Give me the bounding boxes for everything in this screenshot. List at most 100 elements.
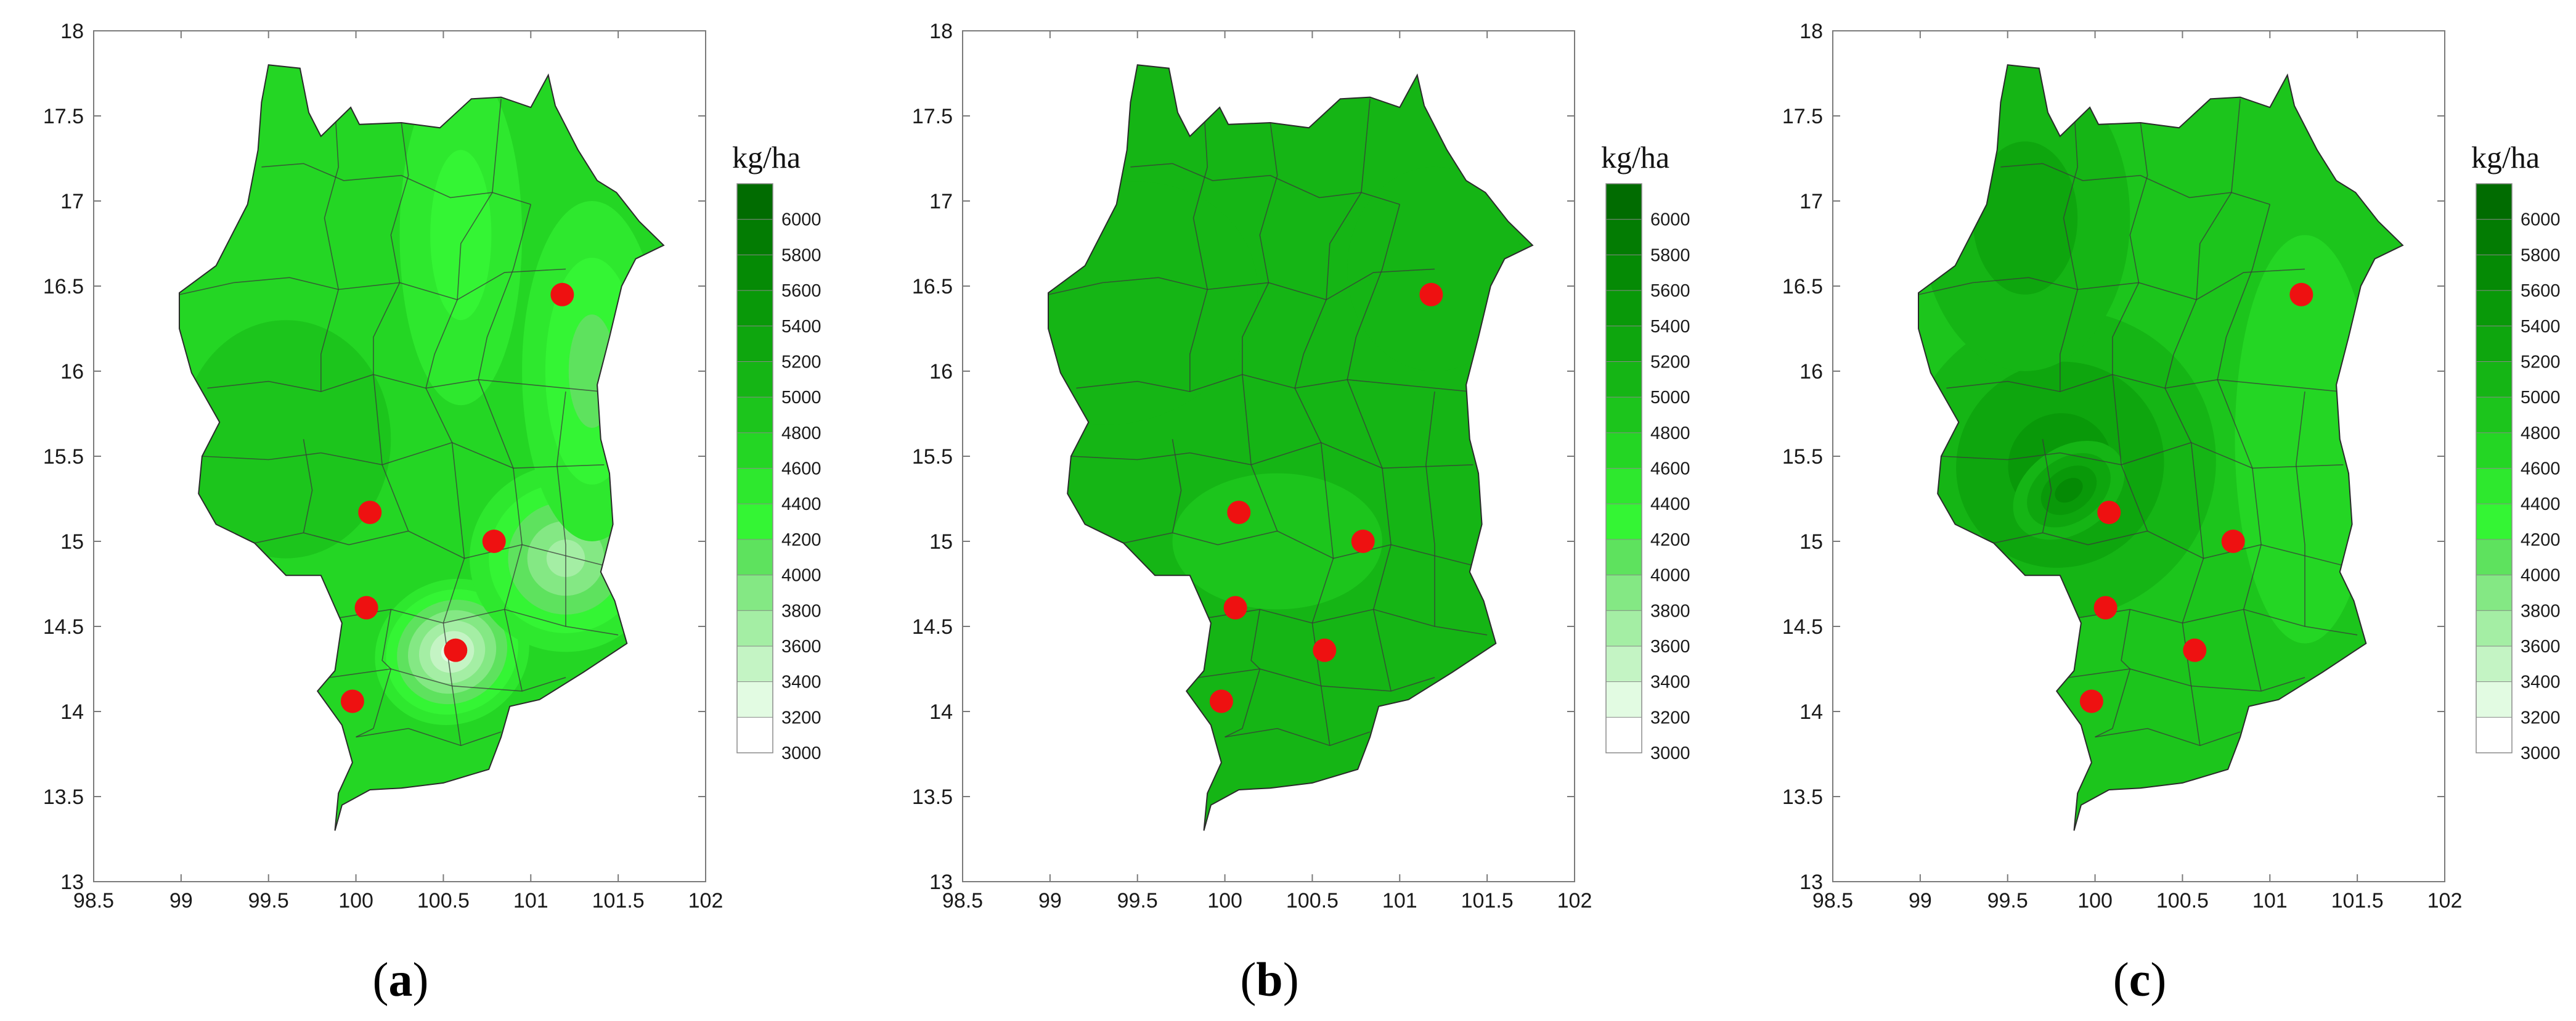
district-border bbox=[1048, 268, 1435, 300]
colorbar-label: 5600 bbox=[1650, 281, 1690, 301]
station-marker bbox=[354, 596, 378, 620]
colorbar-band bbox=[1606, 432, 1642, 469]
y-tick-label: 13.5 bbox=[43, 785, 84, 809]
province-outline bbox=[179, 64, 665, 831]
y-tick-label: 15 bbox=[1800, 530, 1823, 554]
y-tick-label: 15.5 bbox=[1782, 445, 1823, 469]
caption-letter: c bbox=[2129, 953, 2151, 1006]
district-border bbox=[1207, 609, 1488, 636]
colorbar-label: 5400 bbox=[2521, 317, 2561, 337]
province-outline bbox=[1918, 64, 2404, 831]
colorbar-band bbox=[737, 432, 773, 469]
station-marker bbox=[1419, 282, 1443, 306]
colorbar-label: 5200 bbox=[781, 352, 821, 372]
caption-open: ( bbox=[373, 953, 389, 1006]
colorbar-label: 5800 bbox=[2521, 245, 2561, 265]
colorbar-band bbox=[1606, 290, 1642, 327]
colorbar-band bbox=[1606, 255, 1642, 291]
colorbar-band bbox=[1606, 539, 1642, 576]
province-outline bbox=[1048, 64, 1534, 831]
contour-band bbox=[430, 150, 492, 321]
x-tick-label: 98.5 bbox=[1812, 889, 1853, 912]
colorbar-band bbox=[1606, 468, 1642, 504]
station-marker bbox=[1227, 501, 1251, 525]
colorbar-band bbox=[1606, 219, 1642, 255]
colorbar: 3000 3200 3400 3600 3800 4000 4200 4400 4600 4800… bbox=[1601, 140, 1690, 763]
colorbar-label: 5600 bbox=[781, 281, 821, 301]
contour-band bbox=[1172, 473, 1382, 610]
y-tick-label: 13.5 bbox=[912, 785, 953, 809]
station-marker bbox=[482, 530, 506, 553]
colorbar-unit: kg/ha bbox=[732, 140, 801, 174]
y-tick-label: 15.5 bbox=[912, 445, 953, 469]
colorbar-unit: kg/ha bbox=[1601, 140, 1669, 174]
y-tick-label: 14 bbox=[929, 700, 953, 724]
colorbar-label: 4600 bbox=[781, 459, 821, 479]
colorbar-label: 3600 bbox=[2521, 637, 2561, 657]
colorbar-label: 3000 bbox=[2521, 744, 2561, 763]
colorbar-label: 4600 bbox=[1650, 459, 1690, 479]
colorbar-band bbox=[737, 184, 773, 220]
district-border bbox=[2295, 392, 2305, 626]
x-tick-label: 99.5 bbox=[1117, 889, 1158, 912]
colorbar-band bbox=[737, 468, 773, 504]
colorbar-band bbox=[737, 575, 773, 611]
colorbar-band bbox=[2476, 290, 2512, 327]
station-marker bbox=[2221, 530, 2245, 553]
station-marker bbox=[358, 501, 382, 525]
y-tick-label: 17.5 bbox=[43, 105, 84, 128]
district-border bbox=[320, 107, 340, 392]
colorbar-label: 4400 bbox=[781, 494, 821, 514]
y-tick-label: 18 bbox=[60, 20, 84, 43]
district-border bbox=[356, 728, 502, 747]
colorbar-label: 4000 bbox=[1650, 566, 1690, 586]
station-marker bbox=[2097, 501, 2121, 525]
panel-caption: (b) bbox=[1240, 953, 1298, 1006]
x-tick-label: 100.5 bbox=[1286, 889, 1339, 912]
colorbar-band bbox=[737, 717, 773, 753]
colorbar-band bbox=[737, 397, 773, 433]
panel-caption: (c) bbox=[2113, 953, 2167, 1006]
y-tick-label: 14.5 bbox=[1782, 615, 1823, 639]
x-tick-label: 101.5 bbox=[592, 889, 645, 912]
district-border bbox=[373, 122, 409, 531]
x-tick-label: 99 bbox=[1038, 889, 1062, 912]
colorbar-unit: kg/ha bbox=[2471, 140, 2540, 174]
panel-caption: (a) bbox=[373, 953, 429, 1006]
contour-band bbox=[2055, 478, 2083, 503]
y-tick-label: 18 bbox=[929, 20, 953, 43]
district-border bbox=[2217, 204, 2271, 692]
colorbar-band bbox=[1606, 575, 1642, 611]
district-border bbox=[1347, 204, 1401, 692]
colorbar-band bbox=[1606, 646, 1642, 683]
colorbar-band bbox=[2476, 184, 2512, 220]
colorbar-label: 6000 bbox=[2521, 210, 2561, 230]
colorbar-band bbox=[2476, 539, 2512, 576]
map-panel-c: 98.5 99 99.5 100 100.5 101 101.5 102 13 13.5 14 14.… bbox=[1782, 20, 2561, 1006]
district-border bbox=[2112, 122, 2148, 531]
colorbar-label: 3600 bbox=[781, 637, 821, 657]
y-tick-label: 17 bbox=[60, 190, 84, 213]
colorbar-band bbox=[737, 610, 773, 647]
x-tick-label: 102 bbox=[1557, 889, 1592, 912]
colorbar-label: 4400 bbox=[1650, 494, 1690, 514]
colorbar-label: 4800 bbox=[781, 424, 821, 443]
x-tick-label: 99 bbox=[1909, 889, 1932, 912]
colorbar-label: 5200 bbox=[1650, 352, 1690, 372]
map-panel-b: 98.5 99 99.5 100 100.5 101 101.5 102 13 13.5 14 14.… bbox=[912, 20, 1690, 1006]
x-tick-label: 100 bbox=[338, 889, 373, 912]
caption-letter: b bbox=[1256, 953, 1282, 1006]
y-tick-label: 16.5 bbox=[912, 275, 953, 298]
district-border bbox=[338, 609, 619, 636]
colorbar-label: 3200 bbox=[1650, 708, 1690, 728]
colorbar-band bbox=[2476, 681, 2512, 718]
colorbar-band bbox=[1606, 717, 1642, 753]
district-border bbox=[1242, 122, 1278, 531]
x-tick-label: 98.5 bbox=[942, 889, 983, 912]
y-tick-label: 13 bbox=[1800, 871, 1823, 894]
colorbar-label: 5000 bbox=[2521, 388, 2561, 408]
colorbar-label: 5000 bbox=[1650, 388, 1690, 408]
colorbar-band bbox=[2476, 504, 2512, 540]
station-marker bbox=[444, 638, 468, 662]
